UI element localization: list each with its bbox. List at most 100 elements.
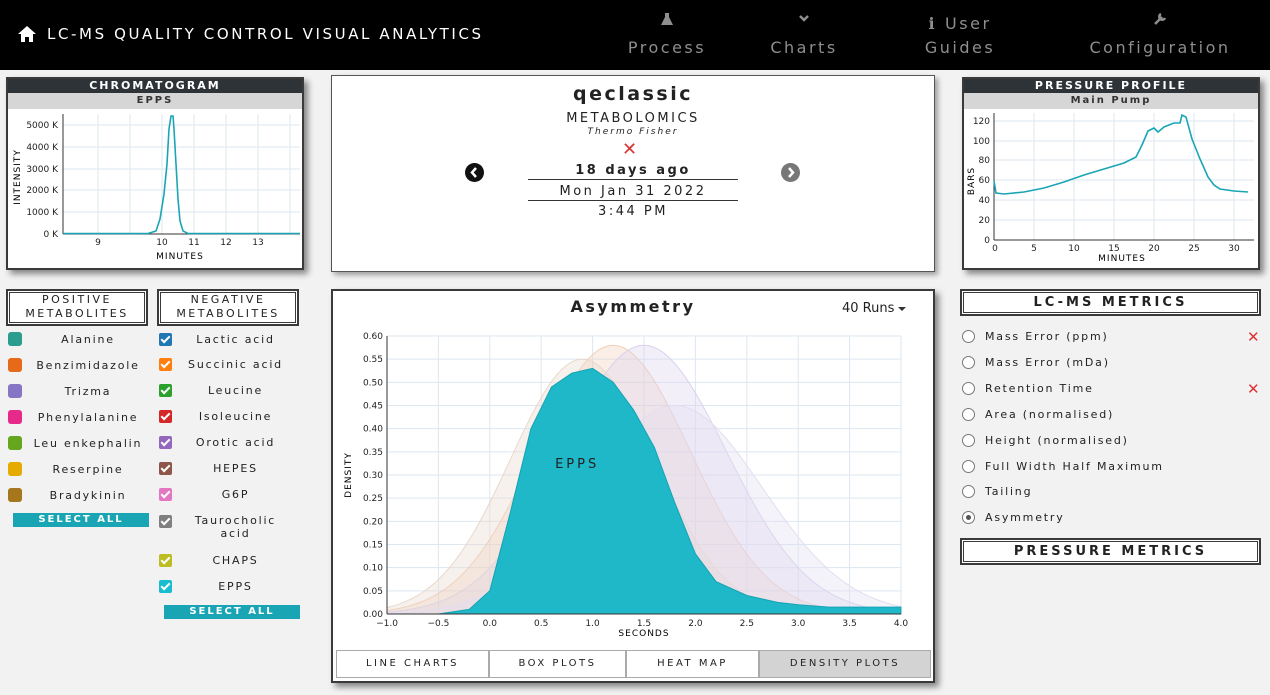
tab-box-plots[interactable]: BOX PLOTS [489, 650, 626, 678]
y-tick-label: 0.20 [363, 517, 383, 527]
radio-button[interactable] [962, 330, 975, 343]
color-swatch [8, 358, 22, 372]
x-tick-label: 1.0 [585, 619, 600, 629]
checkbox[interactable] [159, 358, 172, 371]
nav-label: Configuration [1089, 38, 1231, 57]
x-axis-label: SECONDS [618, 629, 669, 639]
chromatogram-chart[interactable]: 5000 K 4000 K 3000 K 2000 K 1000 K 0 K 9… [8, 109, 302, 267]
positive-metabolite-bradykinin[interactable]: Bradykinin [8, 488, 148, 502]
checkbox[interactable] [159, 462, 172, 475]
negative-metabolite-lactic-acid[interactable]: Lactic acid [159, 333, 299, 346]
radio-button[interactable] [962, 408, 975, 421]
metric-retention-time[interactable]: Retention Time [962, 382, 1094, 395]
checkbox[interactable] [159, 384, 172, 397]
nav-charts[interactable]: Charts [766, 12, 842, 60]
negative-metabolites-header: NEGATIVE METABOLITES [157, 289, 299, 326]
positive-metabolite-phenylalanine[interactable]: Phenylalanine [8, 410, 148, 424]
x-tick: 0 [992, 244, 998, 254]
checkbox[interactable] [159, 410, 172, 423]
radio-button-selected[interactable] [962, 511, 975, 524]
metric-height-normalised[interactable]: Height (normalised) [962, 434, 1129, 447]
metabolite-label: EPPS [218, 580, 253, 593]
instrument-panel: qeclassic METABOLOMICS Thermo Fisher ✕ 1… [331, 75, 935, 272]
pressure-line [993, 113, 1249, 195]
x-tick: 12 [220, 238, 231, 248]
metric-area-normalised[interactable]: Area (normalised) [962, 408, 1114, 421]
color-swatch [8, 332, 22, 346]
checkbox[interactable] [159, 515, 172, 528]
metabolite-label: Leu enkephalin [33, 436, 143, 450]
pressure-chart[interactable]: 120 100 80 60 40 20 0 0 5 10 15 20 25 30… [964, 109, 1258, 267]
radio-button[interactable] [962, 356, 975, 369]
x-tick-label: 0.5 [534, 619, 548, 629]
negative-metabolite-taurocholic-acid[interactable]: Taurocholic acid [159, 514, 299, 540]
metric-mass-error-mda[interactable]: Mass Error (mDa) [962, 356, 1110, 369]
checkbox[interactable] [159, 580, 172, 593]
nav-label: Process [627, 38, 707, 57]
metric-label: Tailing [985, 485, 1033, 498]
metabolite-label: Bradykinin [49, 488, 127, 502]
density-chart[interactable]: 0.00 0.05 0.10 0.15 0.20 0.25 0.30 0.35 0.40 0.45… [333, 319, 933, 649]
pressure-subtitle: Main Pump [964, 93, 1258, 109]
metric-mass-error-ppm[interactable]: Mass Error (ppm) [962, 330, 1109, 343]
chart-title: Asymmetry [570, 297, 696, 316]
y-tick: 5000 K [26, 121, 59, 131]
negative-metabolite-g6p[interactable]: G6P [159, 488, 299, 501]
radio-button[interactable] [962, 485, 975, 498]
nav-user-guides[interactable]: i User Guides [920, 12, 1000, 60]
nav-label: Charts [770, 38, 838, 57]
metric-tailing[interactable]: Tailing [962, 485, 1032, 498]
y-axis-label: BARS [967, 167, 977, 195]
previous-run-button[interactable] [465, 163, 484, 182]
negative-metabolite-isoleucine[interactable]: Isoleucine [159, 410, 299, 423]
negative-metabolite-hepes[interactable]: HEPES [159, 462, 299, 475]
positive-metabolite-benzimidazole[interactable]: Benzimidazole [8, 358, 148, 372]
positive-metabolite-leu-enkephalin[interactable]: Leu enkephalin [8, 436, 148, 450]
checkbox[interactable] [159, 333, 172, 346]
runs-dropdown[interactable]: 40 Runs [842, 301, 907, 316]
negative-metabolite-leucine[interactable]: Leucine [159, 384, 299, 397]
negative-select-all-button[interactable]: SELECT ALL [164, 605, 300, 619]
negative-metabolite-chaps[interactable]: CHAPS [159, 554, 299, 567]
next-run-button[interactable] [781, 163, 800, 182]
checkbox[interactable] [159, 554, 172, 567]
caret-down-icon [898, 306, 907, 311]
positive-metabolite-alanine[interactable]: Alanine [8, 332, 148, 346]
tab-density-plots[interactable]: DENSITY PLOTS [759, 650, 931, 678]
positive-select-all-button[interactable]: SELECT ALL [13, 513, 149, 527]
y-tick-label: 0.15 [363, 541, 383, 551]
metric-fwhm[interactable]: Full Width Half Maximum [962, 460, 1164, 473]
time-ago: 18 days ago [528, 163, 738, 180]
metabolite-label: Lactic acid [196, 333, 275, 346]
tab-heat-map[interactable]: HEAT MAP [626, 650, 759, 678]
nav-process[interactable]: Process [622, 12, 712, 60]
radio-button[interactable] [962, 382, 975, 395]
color-swatch [8, 436, 22, 450]
run-date: Mon Jan 31 2022 [528, 184, 738, 201]
negative-metabolite-epps[interactable]: EPPS [159, 580, 299, 593]
radio-button[interactable] [962, 434, 975, 447]
nav-configuration[interactable]: Configuration [1085, 12, 1235, 60]
positive-metabolite-reserpine[interactable]: Reserpine [8, 462, 148, 476]
brand[interactable]: LC-MS QUALITY CONTROL VISUAL ANALYTICS [17, 25, 484, 43]
color-swatch [8, 488, 22, 502]
x-tick: 15 [1108, 244, 1119, 254]
negative-metabolite-succinic-acid[interactable]: Succinic acid [159, 358, 299, 371]
checkbox[interactable] [159, 488, 172, 501]
flask-icon [622, 12, 712, 26]
y-tick: 60 [979, 176, 991, 186]
checkbox[interactable] [159, 436, 172, 449]
tab-line-charts[interactable]: LINE CHARTS [336, 650, 489, 678]
positive-metabolite-trizma[interactable]: Trizma [8, 384, 148, 398]
x-tick-label: −0.5 [427, 619, 449, 629]
y-tick: 40 [979, 196, 991, 206]
metric-label: Height (normalised) [985, 434, 1129, 447]
instrument-name: qeclassic [573, 83, 693, 105]
negative-metabolite-orotic-acid[interactable]: Orotic acid [159, 436, 299, 449]
y-tick: 4000 K [26, 143, 59, 153]
metric-asymmetry[interactable]: Asymmetry [962, 511, 1065, 524]
y-tick-label: 0.30 [363, 471, 383, 481]
pressure-metrics-header[interactable]: PRESSURE METRICS [960, 538, 1261, 565]
y-tick-label: 0.10 [363, 564, 383, 574]
radio-button[interactable] [962, 460, 975, 473]
